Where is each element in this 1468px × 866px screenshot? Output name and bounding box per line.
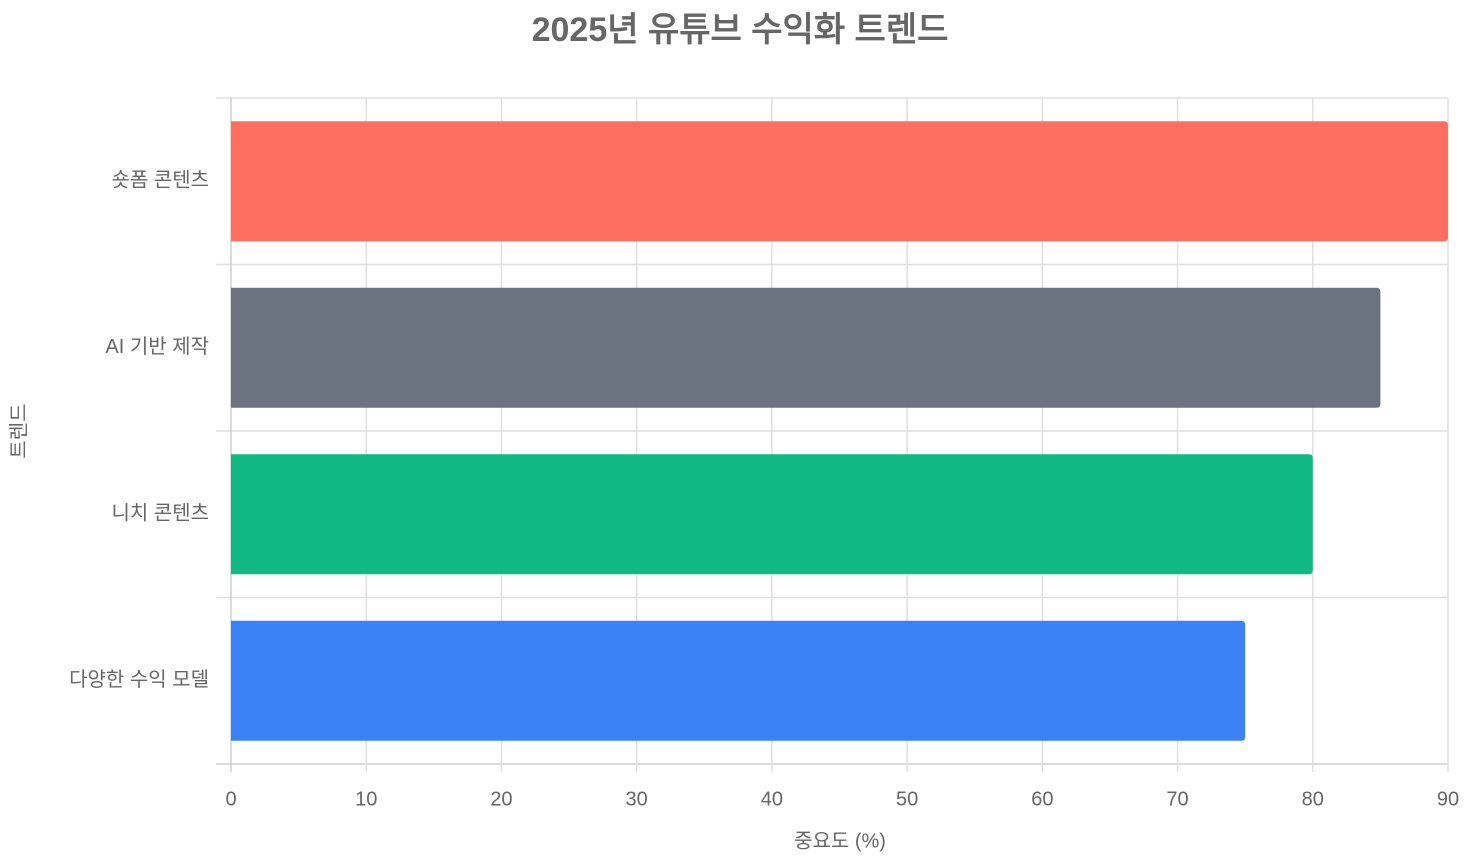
bar: [231, 287, 1381, 408]
chart-title: 2025년 유튜브 수익화 트렌드: [532, 11, 949, 49]
y-tick-label: 숏폼 콘텐츠: [111, 169, 209, 192]
y-axis-label: 트렌드: [7, 403, 30, 458]
y-tick-label: AI 기반 제작: [105, 335, 209, 358]
bar: [231, 121, 1448, 242]
bar: [231, 454, 1313, 575]
bar: [231, 620, 1246, 741]
x-tick-label: 80: [1302, 788, 1324, 810]
x-tick-label: 60: [1031, 788, 1053, 810]
x-axis-label: 중요도 (%): [794, 830, 886, 852]
y-tick-label: 니치 콘텐츠: [111, 502, 209, 525]
x-tick-label: 10: [355, 788, 377, 810]
x-tick-label: 90: [1437, 788, 1459, 810]
x-tick-label: 70: [1166, 788, 1188, 810]
x-tick-label: 0: [225, 788, 236, 810]
x-tick-label: 40: [761, 788, 783, 810]
x-tick-label: 50: [896, 788, 918, 810]
y-tick-label: 다양한 수익 모델: [69, 668, 209, 691]
x-tick-label: 30: [626, 788, 648, 810]
x-tick-label: 20: [490, 788, 512, 810]
